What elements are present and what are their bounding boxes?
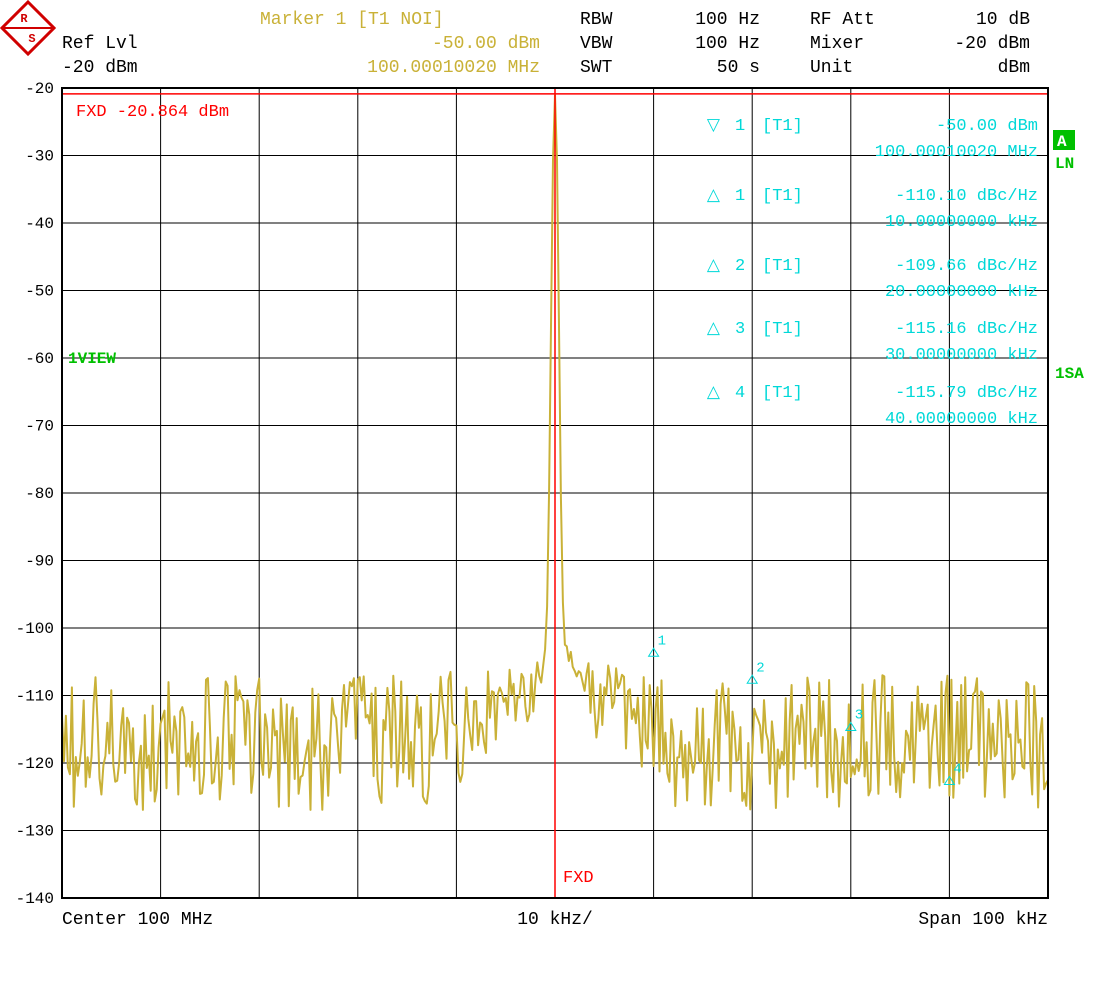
marker-value: -110.10 dBc/Hz <box>895 187 1038 206</box>
footer-center: 10 kHz/ <box>517 910 593 930</box>
marker-subvalue: 20.00000000 kHz <box>885 283 1038 302</box>
y-tick-label: -130 <box>16 823 54 841</box>
marker-subvalue: 10.00000000 kHz <box>885 213 1038 232</box>
trace-marker-label: 4 <box>953 762 961 778</box>
marker-icon: △ <box>707 187 721 206</box>
header-cell: 100 Hz <box>695 10 760 30</box>
side-label-ln: LN <box>1055 155 1074 173</box>
header-cell: 100 Hz <box>695 34 760 54</box>
header-cell: 10 dB <box>976 10 1030 30</box>
y-tick-label: -60 <box>25 350 54 368</box>
header: Marker 1 [T1 NOI] RBW 100 Hz RF Att 10 dB Ref… <box>62 10 1030 78</box>
marker-value: -50.00 dBm <box>936 117 1038 136</box>
header-cell: -50.00 dBm <box>432 34 540 54</box>
trace-marker-label: 3 <box>855 708 863 724</box>
trace-marker-label: 1 <box>658 633 666 649</box>
header-cell: Ref Lvl <box>62 34 138 54</box>
trace-marker-label: 2 <box>756 660 764 676</box>
marker-trace: [T1] <box>762 320 803 339</box>
y-tick-label: -50 <box>25 283 54 301</box>
marker-trace: [T1] <box>762 187 803 206</box>
marker-number: 3 <box>735 320 745 339</box>
marker-subvalue: 30.00000000 kHz <box>885 346 1038 365</box>
y-tick-label: -80 <box>25 485 54 503</box>
marker-number: 1 <box>735 187 745 206</box>
y-tick-label: -100 <box>16 620 54 638</box>
svg-text:S: S <box>28 32 35 46</box>
header-cell: VBW <box>580 34 613 54</box>
fxd-bottom-label: FXD <box>563 869 594 888</box>
marker-number: 4 <box>735 384 745 403</box>
y-axis-labels: -140 -130 -120 -110 -100 -90 -80 -70 -60 -50 -40 -3… <box>16 80 54 908</box>
header-cell: RBW <box>580 10 613 30</box>
header-cell: dBm <box>998 58 1030 78</box>
footer-right: Span 100 kHz <box>918 910 1048 930</box>
marker-value: -115.79 dBc/Hz <box>895 384 1038 403</box>
logo: RS <box>2 2 54 54</box>
marker-subvalue: 40.00000000 kHz <box>885 410 1038 429</box>
marker-icon: ▽ <box>707 117 721 136</box>
header-cell: RF Att <box>810 10 875 30</box>
side-label-a: A <box>1057 133 1067 151</box>
marker-icon: △ <box>707 320 721 339</box>
marker-value: -115.16 dBc/Hz <box>895 320 1038 339</box>
y-tick-label: -110 <box>16 688 54 706</box>
fxd-top-label: FXD -20.864 dBm <box>76 103 229 122</box>
footer: Center 100 MHz 10 kHz/Span 100 kHz <box>62 910 1048 930</box>
header-cell: -20 dBm <box>954 34 1030 54</box>
footer-left: Center 100 MHz <box>62 910 213 930</box>
marker-number: 1 <box>735 117 745 136</box>
marker-icon: △ <box>707 257 721 276</box>
header-cell: 100.00010020 MHz <box>367 58 540 78</box>
marker-trace: [T1] <box>762 117 803 136</box>
header-cell: Unit <box>810 58 853 78</box>
marker-trace: [T1] <box>762 384 803 403</box>
y-tick-label: -140 <box>16 890 54 908</box>
y-tick-label: -120 <box>16 755 54 773</box>
y-tick-label: -30 <box>25 148 54 166</box>
y-tick-label: -70 <box>25 418 54 436</box>
y-tick-label: -40 <box>25 215 54 233</box>
header-cell: SWT <box>580 58 613 78</box>
svg-text:R: R <box>20 12 28 26</box>
header-cell: -20 dBm <box>62 58 138 78</box>
header-cell: 50 s <box>717 58 760 78</box>
marker-trace: [T1] <box>762 257 803 276</box>
y-tick-label: -90 <box>25 553 54 571</box>
side-label-1sa: 1SA <box>1055 365 1084 383</box>
marker-value: -109.66 dBc/Hz <box>895 257 1038 276</box>
header-cell: Marker 1 [T1 NOI] <box>260 10 444 30</box>
y-tick-label: -20 <box>25 80 54 98</box>
side-label-view: 1VIEW <box>68 350 116 368</box>
marker-number: 2 <box>735 257 745 276</box>
marker-subvalue: 100.00010020 MHz <box>875 143 1038 162</box>
header-cell: Mixer <box>810 34 864 54</box>
marker-icon: △ <box>707 384 721 403</box>
